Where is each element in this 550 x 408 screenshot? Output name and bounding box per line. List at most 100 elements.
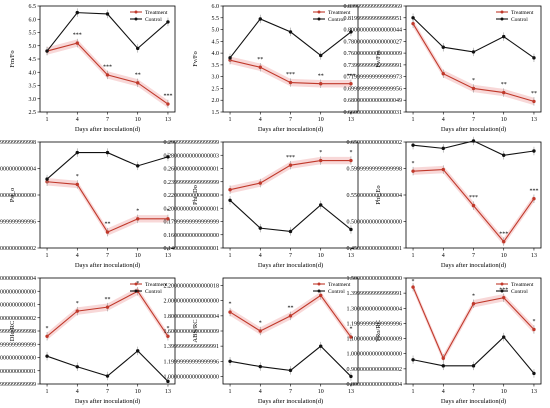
legend-marker xyxy=(134,289,138,293)
legend-marker xyxy=(317,17,321,21)
legend-label: Treatment xyxy=(328,282,351,288)
x-tick-label: 10 xyxy=(318,389,324,395)
panel-phi-do: 0.14000000000000001 0.16000000000000000 0.… xyxy=(164,140,359,269)
significance-star: * xyxy=(46,326,49,332)
significance-star: * xyxy=(319,150,322,156)
legend-label: Control xyxy=(145,289,162,295)
y-tick-label: 5.0 xyxy=(29,44,37,50)
data-point-control xyxy=(258,364,262,369)
data-point-control xyxy=(166,155,170,159)
panel-fv-fm: 0.660000000000000031 0.680000000000000049… xyxy=(344,4,542,133)
x-tick-label: 1 xyxy=(412,117,415,123)
panel-phi-eo: 0.45000000000000001 0.50000000000000000 0.… xyxy=(347,136,542,269)
x-tick-label: 10 xyxy=(501,253,507,259)
y-tick-label: 0.90000000000000002 xyxy=(347,367,403,373)
legend-label: Control xyxy=(328,289,345,295)
y-tick-label: 0.45000000000000001 xyxy=(347,246,403,252)
significance-star: * xyxy=(349,327,352,333)
data-point-control xyxy=(136,46,140,51)
data-point-treatment xyxy=(105,230,110,234)
y-tick-label: 6.0 xyxy=(212,4,220,10)
legend-label: Treatment xyxy=(145,282,168,288)
data-point-treatment xyxy=(471,203,476,208)
significance-star: ** xyxy=(105,222,111,228)
data-point-treatment xyxy=(166,217,170,221)
significance-star: ** xyxy=(531,91,537,97)
data-point-treatment xyxy=(258,181,262,185)
data-point-treatment xyxy=(45,334,49,338)
data-point-control xyxy=(319,344,323,348)
data-point-control xyxy=(532,149,536,153)
y-tick-label: 1.39999999999999991 xyxy=(164,344,220,350)
significance-star: * xyxy=(229,302,232,308)
legend-marker xyxy=(317,282,321,286)
data-point-treatment xyxy=(258,329,262,333)
data-point-control xyxy=(228,198,232,202)
x-tick-label: 13 xyxy=(165,253,171,259)
legend-marker xyxy=(134,282,138,286)
data-point-control xyxy=(411,16,415,20)
x-tick-label: 7 xyxy=(289,117,292,123)
x-tick-label: 13 xyxy=(348,117,354,123)
y-axis-label: TRo/RC xyxy=(375,320,382,342)
y-tick-label: 4.5 xyxy=(29,57,37,63)
data-point-treatment xyxy=(166,102,170,106)
x-tick-label: 1 xyxy=(412,389,415,395)
y-tick-label: 1.00000000000000000 xyxy=(164,374,220,380)
x-tick-label: 10 xyxy=(135,389,141,395)
data-point-treatment xyxy=(105,305,110,309)
data-point-control xyxy=(288,368,293,373)
panel-tro-rc: 0.80000000000000004 0.90000000000000002 1.… xyxy=(347,276,542,405)
x-tick-label: 1 xyxy=(229,117,232,123)
data-point-treatment xyxy=(228,188,232,192)
data-point-control xyxy=(441,364,445,368)
significance-star: * xyxy=(472,78,475,84)
data-point-treatment xyxy=(319,158,323,163)
data-point-control xyxy=(75,10,79,15)
y-tick-label: 0.14000000000000001 xyxy=(164,246,220,252)
data-point-treatment xyxy=(288,80,293,85)
significance-star: *** xyxy=(163,94,172,100)
x-axis-label: Days after inoculation(d) xyxy=(75,126,140,133)
data-point-treatment xyxy=(228,310,232,314)
data-point-control xyxy=(166,20,170,24)
y-tick-label: 4.5 xyxy=(212,39,220,45)
data-point-treatment xyxy=(471,86,476,91)
data-point-treatment xyxy=(349,335,353,339)
legend-marker xyxy=(500,282,504,286)
panel-abs-rc: 1.00000000000000000 1.19999999999999996 1.… xyxy=(164,277,359,405)
significance-star: ** xyxy=(135,72,141,78)
panel-fm-fo: 2.5 3.0 3.5 4.0 4.5 5.0 5.5 6.0 6.5 1 4 7 10 13 Days a… xyxy=(9,4,176,133)
x-tick-label: 4 xyxy=(259,253,262,259)
series-line-control xyxy=(229,18,352,59)
x-tick-label: 1 xyxy=(46,253,49,259)
y-tick-label: 0.65000000000000002 xyxy=(0,246,36,252)
x-tick-label: 4 xyxy=(76,389,79,395)
x-tick-label: 10 xyxy=(501,389,507,395)
x-axis-label: Days after inoculation(d) xyxy=(75,262,140,269)
significance-star: *** xyxy=(73,33,82,39)
data-point-control xyxy=(441,146,445,151)
y-tick-label: 0.80000000000000004 xyxy=(347,382,403,388)
x-tick-label: 4 xyxy=(76,253,79,259)
significance-star: * xyxy=(532,319,535,325)
significance-star: * xyxy=(349,150,352,156)
data-point-control xyxy=(349,227,353,232)
y-tick-label: 0.760000000000000009 xyxy=(344,51,403,57)
data-point-treatment xyxy=(319,293,323,298)
y-tick-label: 0.55000000000000004 xyxy=(0,276,36,282)
y-tick-label: 0.800000000000000044 xyxy=(344,28,403,34)
y-tick-label: 0.65000000000000002 xyxy=(347,140,403,146)
data-point-control xyxy=(502,153,506,157)
data-point-control xyxy=(136,349,140,353)
series-line-control xyxy=(229,199,352,233)
y-tick-label: 1.00000000000000000 xyxy=(347,352,403,358)
y-tick-label: 2.00000000000000000 xyxy=(164,299,220,305)
significance-star: *** xyxy=(529,188,538,194)
panel-fv-fo: 1.5 2.0 2.5 3.0 3.5 4.0 4.5 5.0 5.5 6.0 1 4 7 10 13 Day… xyxy=(192,4,359,133)
treatment-error-band xyxy=(47,287,168,341)
significance-star: *** xyxy=(286,155,295,161)
significance-star: *** xyxy=(469,195,478,201)
significance-star: ** xyxy=(105,297,111,303)
